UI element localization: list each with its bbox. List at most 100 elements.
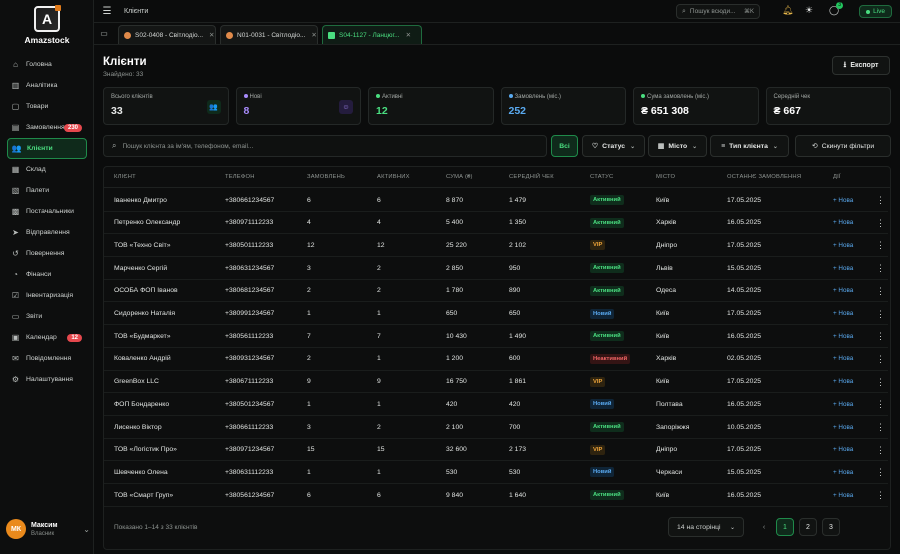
table-row[interactable]: ОСОБА ФОП Іванов +380681234567 2 2 1 780 890 А… bbox=[104, 280, 888, 303]
sidebar-item-calendar[interactable]: ▣ Календар 12 bbox=[0, 327, 94, 348]
more-options-icon[interactable]: ⋮ bbox=[876, 444, 885, 455]
cell-client[interactable]: Сидоренко Наталія bbox=[114, 310, 175, 317]
new-order-button[interactable]: + Нова bbox=[833, 332, 854, 340]
client-type-filter-dropdown[interactable]: ≡ Тип клієнта ⌄ bbox=[710, 135, 789, 157]
table-row[interactable]: GreenBox LLC +380671112233 9 9 16 750 1 861 VI… bbox=[104, 371, 888, 394]
new-order-button[interactable]: + Нова bbox=[833, 378, 854, 386]
sidebar-item-products[interactable]: ▢ Товари bbox=[0, 96, 94, 117]
export-button[interactable]: ⭳ Експорт bbox=[832, 56, 890, 75]
sidebar-item-warehouse[interactable]: ▦ Склад bbox=[0, 159, 94, 180]
city-filter-dropdown[interactable]: ▦ Місто ⌄ bbox=[648, 135, 707, 157]
sun-icon[interactable]: ☀ bbox=[805, 5, 814, 15]
live-indicator[interactable]: Live bbox=[859, 5, 892, 18]
cell-client[interactable]: Іваненко Дмитро bbox=[114, 196, 167, 204]
page-button[interactable]: 3 bbox=[822, 518, 840, 536]
reset-filters-button[interactable]: ⟲ Скинути фільтри bbox=[795, 135, 891, 157]
column-header-last-order[interactable]: Останнє замовлення bbox=[727, 174, 802, 180]
table-row[interactable]: Сидоренко Наталія +380991234567 1 1 650 650 Но… bbox=[104, 303, 888, 326]
user-menu[interactable]: МК Максим Власник ⌄ bbox=[6, 516, 90, 542]
cell-client[interactable]: ФОП Бондаренко bbox=[114, 400, 170, 408]
column-header-actions[interactable]: Дії bbox=[833, 174, 841, 180]
new-order-button[interactable]: + Нова bbox=[833, 423, 854, 431]
tab-document-2[interactable]: N01-0031 - Світлодіо... ✕ bbox=[220, 25, 318, 44]
status-filter-dropdown[interactable]: ♡ Статус ⌄ bbox=[582, 135, 645, 157]
cell-client[interactable]: ТОВ «Смарт Груп» bbox=[114, 491, 174, 499]
cell-client[interactable]: Шевченко Олена bbox=[114, 468, 168, 476]
more-options-icon[interactable]: ⋮ bbox=[876, 376, 885, 387]
tab-home-icon[interactable]: ▭ bbox=[100, 28, 108, 38]
table-row[interactable]: ФОП Бондаренко +380501234567 1 1 420 420 Новий… bbox=[104, 393, 888, 416]
tab-document-1[interactable]: S02-0408 - Світлодіо... ✕ bbox=[118, 25, 216, 44]
chat-icon[interactable]: ◯ 3 bbox=[829, 2, 844, 16]
global-search-input[interactable]: ⌕ Пошук всюди... ⌘K bbox=[676, 4, 760, 19]
chevron-down-icon[interactable]: ⌄ bbox=[83, 524, 90, 534]
sidebar-item-finance[interactable]: ◔ Фінанси bbox=[0, 264, 94, 285]
sidebar-item-clients[interactable]: 👥 Клієнти bbox=[7, 138, 87, 159]
close-icon[interactable]: ✕ bbox=[311, 32, 317, 39]
more-options-icon[interactable]: ⋮ bbox=[876, 353, 885, 364]
new-order-button[interactable]: + Нова bbox=[833, 219, 854, 227]
more-options-icon[interactable]: ⋮ bbox=[876, 263, 885, 274]
more-options-icon[interactable]: ⋮ bbox=[876, 308, 885, 319]
new-order-button[interactable]: + Нова bbox=[833, 287, 854, 295]
new-order-button[interactable]: + Нова bbox=[833, 468, 854, 476]
new-order-button[interactable]: + Нова bbox=[833, 355, 854, 363]
brand-logo[interactable]: A Amazstock bbox=[0, 5, 94, 45]
sidebar-item-shipments[interactable]: ➤ Відправлення bbox=[0, 222, 94, 243]
sidebar-item-messages[interactable]: ✉ Повідомлення bbox=[0, 348, 94, 369]
column-header-phone[interactable]: Телефон bbox=[225, 174, 255, 180]
cell-client[interactable]: ТОВ «Будмаркет» bbox=[114, 332, 171, 340]
table-row[interactable]: ТОВ «Будмаркет» +380561112233 7 7 10 430 1 49… bbox=[104, 325, 888, 348]
table-row[interactable]: Шевченко Олена +380631112233 1 1 530 530 Новий… bbox=[104, 461, 888, 485]
new-order-button[interactable]: + Нова bbox=[833, 310, 854, 317]
page-button[interactable]: 2 bbox=[799, 518, 817, 536]
cell-client[interactable]: ТОВ «Логістик Про» bbox=[114, 446, 177, 454]
cell-client[interactable]: GreenBox LLC bbox=[114, 378, 159, 386]
close-icon[interactable]: ✕ bbox=[405, 32, 412, 39]
more-options-icon[interactable]: ⋮ bbox=[876, 240, 885, 251]
client-search-input[interactable]: ⌕ Пошук клієнта за ім'ям, телефоном, ema… bbox=[103, 135, 547, 157]
sidebar-item-analytics[interactable]: ▥ Аналітика bbox=[0, 75, 94, 96]
new-order-button[interactable]: + Нова bbox=[833, 264, 854, 272]
more-options-icon[interactable]: ⋮ bbox=[876, 490, 885, 501]
more-options-icon[interactable]: ⋮ bbox=[876, 331, 885, 342]
new-order-button[interactable]: + Нова bbox=[833, 196, 854, 204]
cell-client[interactable]: Петренко Олександр bbox=[114, 219, 181, 227]
new-order-button[interactable]: + Нова bbox=[833, 400, 854, 408]
cell-client[interactable]: Коваленко Андрій bbox=[114, 355, 171, 363]
sidebar-item-inventory[interactable]: ☑ Інвентаризація bbox=[0, 285, 94, 306]
sidebar-item-orders[interactable]: ▤ Замовлення 230 bbox=[0, 117, 94, 138]
filter-all-button[interactable]: Всі bbox=[551, 135, 578, 157]
column-header-client[interactable]: Клієнт bbox=[114, 174, 136, 180]
new-order-button[interactable]: + Нова bbox=[833, 446, 854, 454]
more-options-icon[interactable]: ⋮ bbox=[876, 467, 885, 478]
hamburger-menu-icon[interactable]: ☰ bbox=[102, 5, 112, 17]
table-row[interactable]: ТОВ «Смарт Груп» +380561234567 6 6 9 840 1 64… bbox=[104, 484, 888, 507]
cell-client[interactable]: ТОВ «Техно Світ» bbox=[114, 241, 171, 249]
table-row[interactable]: ТОВ «Логістик Про» +380971234567 15 15 32 60… bbox=[104, 439, 888, 462]
column-header-orders[interactable]: Замовлень bbox=[307, 174, 345, 180]
column-header-active[interactable]: Активних bbox=[377, 174, 410, 180]
table-row[interactable]: Марченко Сергій +380631234567 3 2 2 850 950 Ак… bbox=[104, 257, 888, 280]
more-options-icon[interactable]: ⋮ bbox=[876, 217, 885, 228]
tab-document-3[interactable]: S04-1127 - Ланцюг... ✕ bbox=[322, 25, 422, 44]
column-header-status[interactable]: Статус bbox=[590, 174, 614, 180]
per-page-select[interactable]: 14 на сторінці ⌄ bbox=[668, 517, 744, 537]
more-options-icon[interactable]: ⋮ bbox=[876, 422, 885, 432]
more-options-icon[interactable]: ⋮ bbox=[876, 195, 885, 205]
table-row[interactable]: Лисенко Віктор +380661112233 3 2 2 100 700 Акт… bbox=[104, 416, 888, 439]
more-options-icon[interactable]: ⋮ bbox=[876, 399, 885, 410]
sidebar-item-settings[interactable]: ⚙ Налаштування bbox=[0, 369, 94, 390]
new-order-button[interactable]: + Нова bbox=[833, 241, 854, 249]
bell-icon[interactable]: 🔔︎ bbox=[782, 5, 794, 15]
prev-page-button[interactable]: ‹ bbox=[762, 523, 766, 531]
cell-client[interactable]: Лисенко Віктор bbox=[114, 423, 162, 431]
table-row[interactable]: ТОВ «Техно Світ» +380501112233 12 12 25 220 2… bbox=[104, 234, 888, 258]
sidebar-item-pallets[interactable]: ▧ Палети bbox=[0, 180, 94, 201]
table-row[interactable]: Іваненко Дмитро +380661234567 6 6 8 870 1 479… bbox=[104, 189, 888, 212]
close-icon[interactable]: ✕ bbox=[209, 32, 215, 39]
sidebar-item-returns[interactable]: ↺ Повернення bbox=[0, 243, 94, 264]
table-row[interactable]: Коваленко Андрій +380931234567 2 1 1 200 600 Н… bbox=[104, 348, 888, 371]
new-order-button[interactable]: + Нова bbox=[833, 491, 854, 499]
page-button[interactable]: 1 bbox=[776, 518, 794, 536]
